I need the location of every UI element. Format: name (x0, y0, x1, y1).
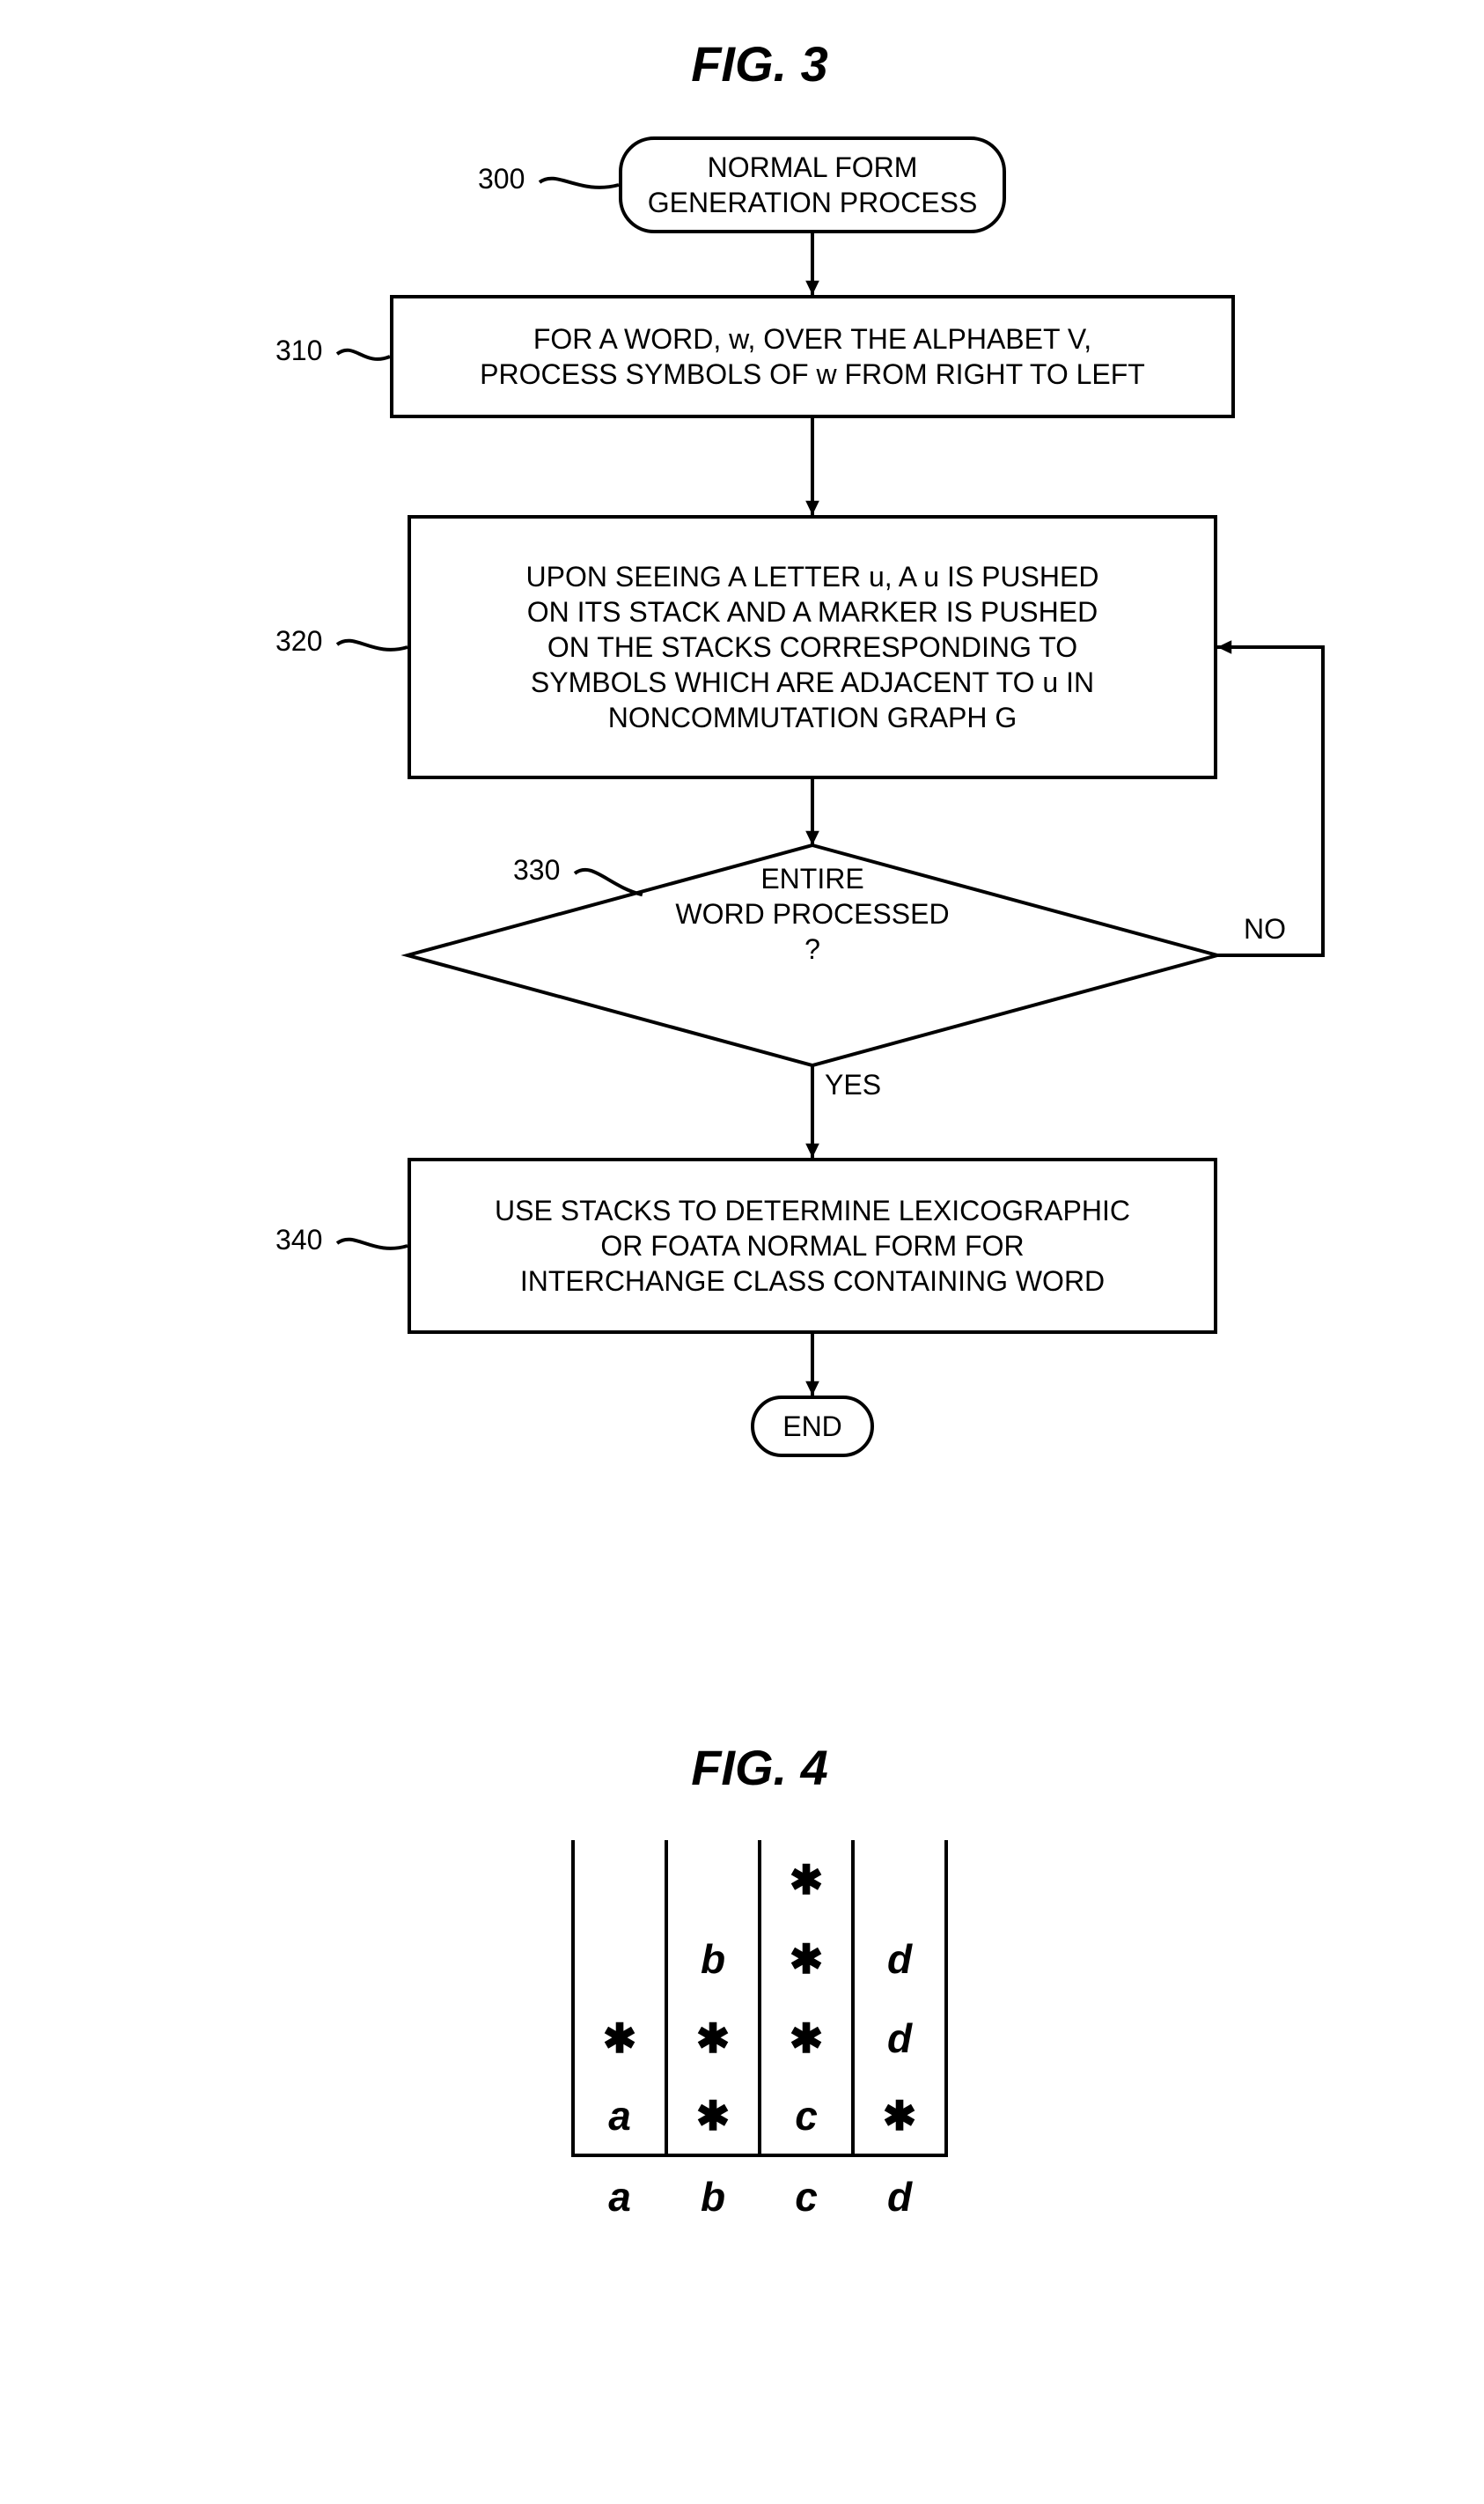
stack-label-c: c (758, 2173, 855, 2220)
ref-p320: 320 (275, 625, 322, 658)
node-end: END (751, 1396, 874, 1457)
stack-cell: ✱ (665, 1999, 761, 2078)
node-end-label: END (782, 1409, 842, 1444)
stack-label-b: b (665, 2173, 761, 2220)
stack-cell: ✱ (758, 1840, 855, 1919)
node-340: USE STACKS TO DETERMINE LEXICOGRAPHICOR … (408, 1158, 1217, 1334)
stack-cell: ✱ (665, 2078, 761, 2157)
stack-col-c: ✱ ✱ ✱ c (758, 1840, 855, 2157)
node-330-label: ENTIREWORD PROCESSED? (636, 861, 988, 967)
marker-icon: ✱ (790, 1856, 824, 1904)
marker-icon: ✱ (603, 2014, 637, 2062)
stack-cell: b (665, 1919, 761, 1999)
marker-icon: ✱ (790, 1935, 824, 1983)
node-start: NORMAL FORMGENERATION PROCESS (619, 136, 1006, 233)
marker-icon: ✱ (790, 2014, 824, 2062)
ref-start: 300 (478, 163, 525, 195)
stack-col-b: b ✱ ✱ (665, 1840, 761, 2157)
stack-col-a: ✱a (571, 1840, 668, 2157)
decision-yes-label: YES (825, 1069, 881, 1101)
ref-d330: 330 (513, 854, 560, 887)
stack-cell: c (758, 2078, 855, 2157)
fig3-title: FIG. 3 (18, 35, 1484, 92)
stack-cell: a (571, 2078, 668, 2157)
node-310: FOR A WORD, w, OVER THE ALPHABET V,PROCE… (390, 295, 1235, 418)
marker-icon: ✱ (696, 2092, 731, 2139)
stack-cell: ✱ (851, 2078, 948, 2157)
stack-cell (851, 1840, 948, 1919)
stack-labels-row: abcd (18, 2157, 1484, 2220)
stack-cell: d (851, 1999, 948, 2078)
stack-cell: ✱ (758, 1919, 855, 1999)
node-340-label: USE STACKS TO DETERMINE LEXICOGRAPHICOR … (495, 1193, 1130, 1299)
node-320-label: UPON SEEING A LETTER u, A u IS PUSHEDON … (526, 559, 1099, 735)
fig4-stacks: ✱ab✱✱✱✱✱cdd✱ (18, 1840, 1484, 2157)
ref-p340: 340 (275, 1224, 322, 1256)
fig4-title: FIG. 4 (18, 1739, 1484, 1796)
stack-label-d: d (851, 2173, 948, 2220)
stack-cell: ✱ (571, 1999, 668, 2078)
decision-no-label: NO (1244, 913, 1286, 946)
node-320: UPON SEEING A LETTER u, A u IS PUSHEDON … (408, 515, 1217, 779)
stack-label-a: a (571, 2173, 668, 2220)
ref-p310: 310 (275, 335, 322, 367)
marker-icon: ✱ (696, 2014, 731, 2062)
stack-col-d: dd ✱ (851, 1840, 948, 2157)
node-310-label: FOR A WORD, w, OVER THE ALPHABET V,PROCE… (480, 321, 1145, 392)
stack-cell: d (851, 1919, 948, 1999)
fig3-flowchart: NORMAL FORMGENERATION PROCESS FOR A WORD,… (143, 136, 1376, 1580)
stack-cell (571, 1840, 668, 1919)
stack-cell (571, 1919, 668, 1999)
stack-cell: ✱ (758, 1999, 855, 2078)
marker-icon: ✱ (883, 2092, 917, 2139)
node-start-label: NORMAL FORMGENERATION PROCESS (648, 150, 978, 220)
stack-cell (665, 1840, 761, 1919)
